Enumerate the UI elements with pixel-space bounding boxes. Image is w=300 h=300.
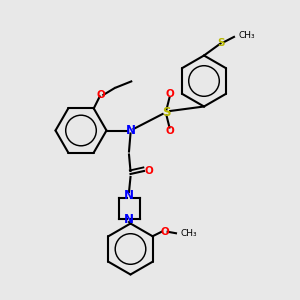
Text: CH₃: CH₃ bbox=[238, 31, 255, 40]
Text: S: S bbox=[162, 106, 171, 119]
Text: CH₃: CH₃ bbox=[181, 229, 197, 238]
Text: O: O bbox=[144, 166, 153, 176]
Text: O: O bbox=[165, 125, 174, 136]
Text: O: O bbox=[165, 89, 174, 100]
Text: O: O bbox=[160, 227, 169, 237]
Text: N: N bbox=[125, 124, 136, 137]
Text: N: N bbox=[124, 212, 134, 226]
Text: S: S bbox=[217, 38, 224, 49]
Text: O: O bbox=[97, 90, 106, 100]
Text: N: N bbox=[124, 188, 134, 202]
